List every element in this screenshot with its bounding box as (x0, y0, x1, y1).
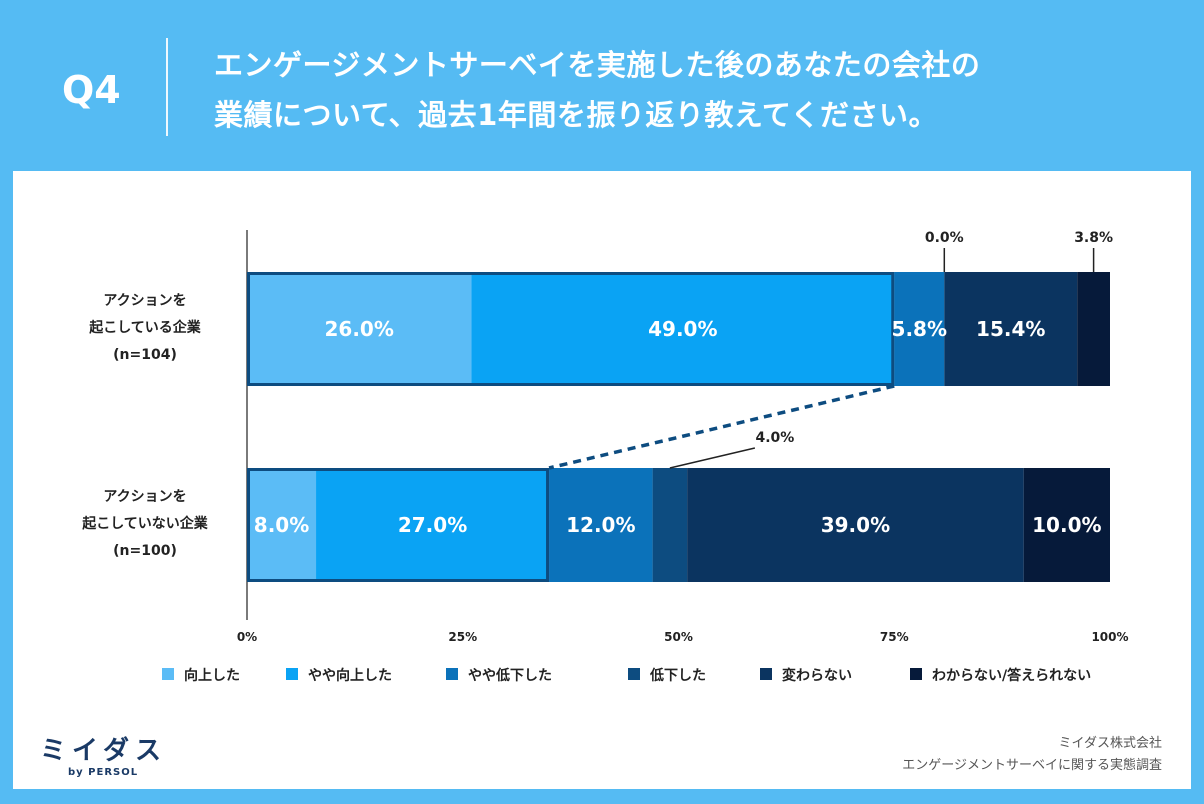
legend-swatch (910, 668, 922, 680)
x-tick-label: 75% (880, 630, 909, 644)
callout-label: 4.0% (755, 430, 794, 446)
legend-label: 低下した (649, 667, 706, 684)
bar-segment (687, 468, 1024, 582)
category-label: 起こしていない企業 (81, 515, 209, 532)
bar-segment (1077, 272, 1110, 386)
question-line-1: エンゲージメントサーベイを実施した後のあなたの会社の (214, 48, 981, 82)
data-label: 39.0% (821, 513, 890, 537)
bar-segment (652, 468, 688, 582)
legend-swatch (760, 668, 772, 680)
bar-segment (549, 468, 653, 582)
improved-highlight-box (247, 272, 895, 386)
bar-segment (247, 468, 317, 582)
legend-swatch (286, 668, 298, 680)
bar-segment (471, 272, 895, 386)
source-survey: エンゲージメントサーベイに関する実態調査 (902, 758, 1162, 773)
question-number: Q4 (62, 68, 121, 112)
data-label: 12.0% (566, 513, 635, 537)
x-tick-label: 50% (664, 630, 693, 644)
legend-swatch (162, 668, 174, 680)
legend-label: やや向上した (308, 667, 392, 684)
legend-label: 変わらない (782, 667, 852, 684)
x-tick-label: 25% (448, 630, 477, 644)
brand-logo: ミイダス by PERSOL (40, 730, 167, 778)
x-tick-label: 0% (237, 630, 257, 644)
category-label: (n=100) (113, 543, 177, 559)
legend-swatch (446, 668, 458, 680)
question-line-2: 業績について、過去1年間を振り返り教えてください。 (214, 98, 939, 132)
question-text: エンゲージメントサーベイを実施した後のあなたの会社の 業績について、過去1年間を… (214, 40, 1174, 140)
improved-highlight-box (247, 468, 550, 582)
data-label: 15.4% (976, 317, 1045, 341)
category-label: 起こしている企業 (88, 319, 202, 336)
data-label: 27.0% (398, 513, 467, 537)
logo-wordmark: ミイダス (40, 736, 167, 766)
legend-label: わからない/答えられない (932, 667, 1091, 684)
legend-label: やや低下した (468, 667, 552, 684)
bar-segment (894, 272, 945, 386)
source-note: ミイダス株式会社 エンゲージメントサーベイに関する実態調査 (902, 733, 1162, 777)
header-divider (166, 38, 168, 136)
category-label: (n=104) (113, 347, 177, 363)
category-label: アクションを (103, 293, 186, 309)
bar-segment (1023, 468, 1110, 582)
source-company: ミイダス株式会社 (1058, 736, 1162, 751)
bar-segment (944, 272, 1078, 386)
callout-label: 3.8% (1074, 230, 1113, 246)
category-label: アクションを (103, 489, 186, 505)
callout-label: 0.0% (925, 230, 964, 246)
bar-segment (247, 272, 472, 386)
data-label: 49.0% (648, 317, 717, 341)
x-tick-label: 100% (1091, 630, 1128, 644)
data-label: 5.8% (892, 317, 947, 341)
highlight-connector (548, 384, 895, 470)
legend-label: 向上した (184, 667, 240, 684)
callout-leader (669, 447, 756, 469)
logo-subtitle: by PERSOL (68, 767, 139, 778)
legend-swatch (628, 668, 640, 680)
bar-segment (316, 468, 550, 582)
data-label: 10.0% (1032, 513, 1101, 537)
data-label: 26.0% (324, 317, 393, 341)
data-label: 8.0% (254, 513, 309, 537)
